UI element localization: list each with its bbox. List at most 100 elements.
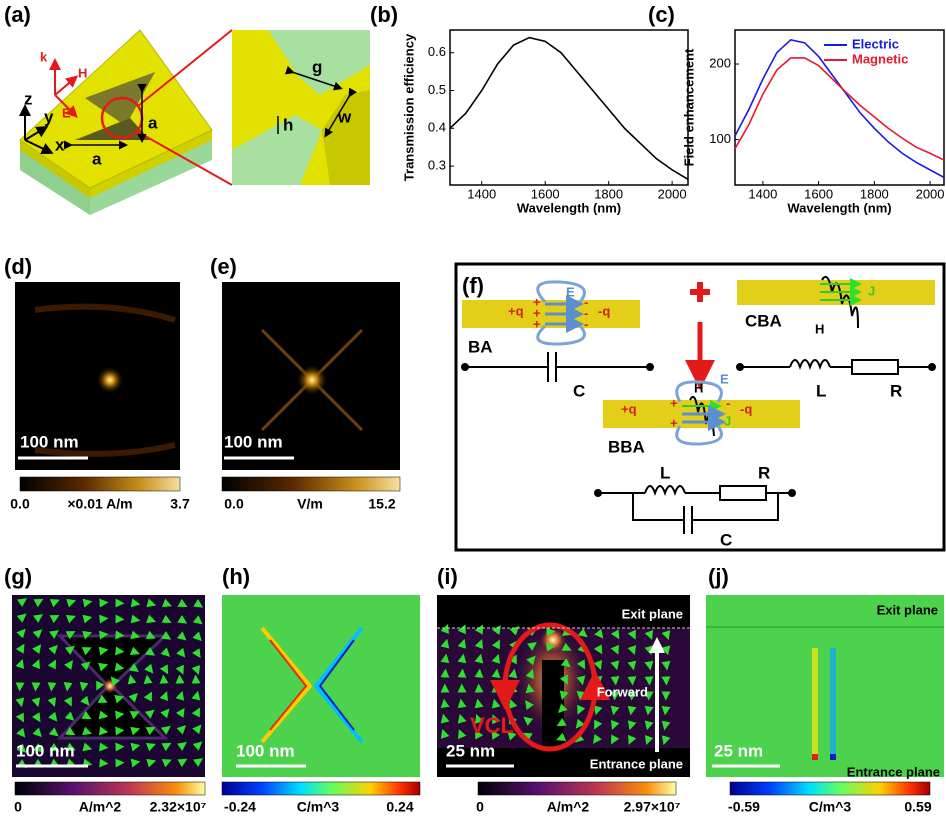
colorbar-label: V/m <box>297 496 323 512</box>
x-tick-label: 1600 <box>804 186 833 201</box>
vector-arrow <box>192 724 202 735</box>
vector-arrow <box>127 674 137 685</box>
vector-arrow <box>661 630 671 641</box>
plot-frame <box>734 29 945 186</box>
vector-arrow <box>440 728 450 739</box>
x-tick-label: 1800 <box>594 186 623 201</box>
vector-arrow <box>610 629 620 640</box>
vector-arrow <box>457 668 467 678</box>
vector-arrow <box>594 628 604 639</box>
antenna-label: CBA <box>745 311 782 330</box>
y-tick-label: 200 <box>709 55 731 70</box>
vector-arrow <box>79 681 89 692</box>
vector-arrow <box>193 598 204 608</box>
y-tick-label: 0.4 <box>428 120 446 135</box>
panel-label: (b) <box>370 2 398 27</box>
vector-arrow <box>576 690 586 701</box>
panel-label: (h) <box>222 564 250 589</box>
plus-sign <box>690 282 710 302</box>
vector-arrow <box>576 659 586 670</box>
field-feature <box>34 303 176 457</box>
field-hotspot <box>102 678 118 694</box>
panel-f: E +q + + + - - - -q BA J CBA H C L R H E… <box>454 262 946 552</box>
vector-arrow <box>176 647 186 658</box>
vector-arrow <box>114 662 125 672</box>
colorbar-label: 0.59 <box>904 799 931 815</box>
vector-arrow <box>130 598 141 608</box>
charge-feature <box>260 626 313 744</box>
vector-arrow <box>491 653 501 664</box>
field-label: E <box>720 371 729 386</box>
antenna-label: BA <box>468 337 493 356</box>
vector-arrow <box>546 642 556 652</box>
y-tick-label: 100 <box>709 131 731 146</box>
legend-label: Magnetic <box>852 51 908 66</box>
vector-arrow <box>161 759 172 768</box>
vector-arrow <box>192 615 203 625</box>
charge-label: -q <box>598 303 610 318</box>
colorbar-label: C/m^3 <box>809 799 852 815</box>
vector-arrow <box>457 638 467 649</box>
panel-h: 100 nm -0.24 C/m^3 0.24 <box>221 595 421 815</box>
vector-arrow <box>574 733 585 743</box>
vector-arrow <box>130 758 141 768</box>
vector-arrow <box>31 697 41 708</box>
vector-arrow <box>32 629 43 639</box>
vector-arrow <box>474 713 484 724</box>
zoom-line <box>137 29 233 107</box>
y-tick-label: 0.5 <box>428 82 446 97</box>
vector-arrow <box>98 630 109 640</box>
vector-arrow <box>661 705 671 716</box>
vector-arrow <box>526 642 537 651</box>
axis-arrow <box>24 139 54 154</box>
vector-arrow <box>191 648 201 659</box>
line-chart: 1400 1600 1800 2000 0.3 0.4 0.5 0.6 Wavelength (… <box>401 29 689 215</box>
charge-feature <box>318 639 355 731</box>
colorbar <box>19 476 181 492</box>
vector-arrow <box>457 624 466 635</box>
vector-arrow <box>491 639 500 650</box>
vector-arrow <box>661 735 671 746</box>
vector-arrow <box>16 613 27 623</box>
vector-arrow <box>627 645 637 656</box>
vector-arrow <box>49 614 60 624</box>
vector-arrow <box>144 663 154 674</box>
vector-arrow <box>99 598 109 608</box>
vector-arrow <box>525 668 535 679</box>
vector-arrow <box>99 742 109 752</box>
vector-arrow <box>15 643 25 654</box>
vector-arrow <box>81 647 92 656</box>
charge-label: - <box>726 395 730 410</box>
vector-arrow <box>192 741 203 751</box>
vector-arrow <box>525 683 535 694</box>
field-hotspot <box>296 364 328 396</box>
vector-arrow <box>32 644 42 655</box>
field-map <box>706 595 944 777</box>
vcl-label: VCL <box>470 713 514 738</box>
vector-arrow <box>54 94 78 118</box>
vector-arrow <box>144 709 155 719</box>
vector-arrow <box>161 630 172 640</box>
vector-arrow <box>98 726 109 736</box>
vector-arrow <box>65 742 76 751</box>
vector-arrow <box>145 630 156 639</box>
vector-arrow <box>82 630 93 640</box>
field-hotspot <box>96 366 124 394</box>
line-chart: 1400 1600 1800 2000 100 200 Wavelength (nm) Fie… <box>681 29 945 215</box>
panel-i: Exit plane Forward VCL Entrance plane 25… <box>437 595 690 815</box>
y-tick-label: 0.6 <box>428 44 446 59</box>
y-axis-label: Transmission efficiency <box>401 33 416 181</box>
vector-arrow <box>176 742 187 751</box>
vector-label: E <box>62 105 71 120</box>
component-label: L <box>816 381 826 400</box>
colorbar <box>221 476 401 492</box>
plot-frame <box>449 29 689 186</box>
plane-label: Entrance plane <box>590 756 683 771</box>
vector-arrow <box>175 690 185 701</box>
vector-arrow <box>33 614 43 623</box>
circuit-c <box>461 352 654 382</box>
x-tick-label: 1800 <box>860 186 889 201</box>
vector-arrow <box>176 631 187 641</box>
vector-arrow <box>644 660 654 671</box>
